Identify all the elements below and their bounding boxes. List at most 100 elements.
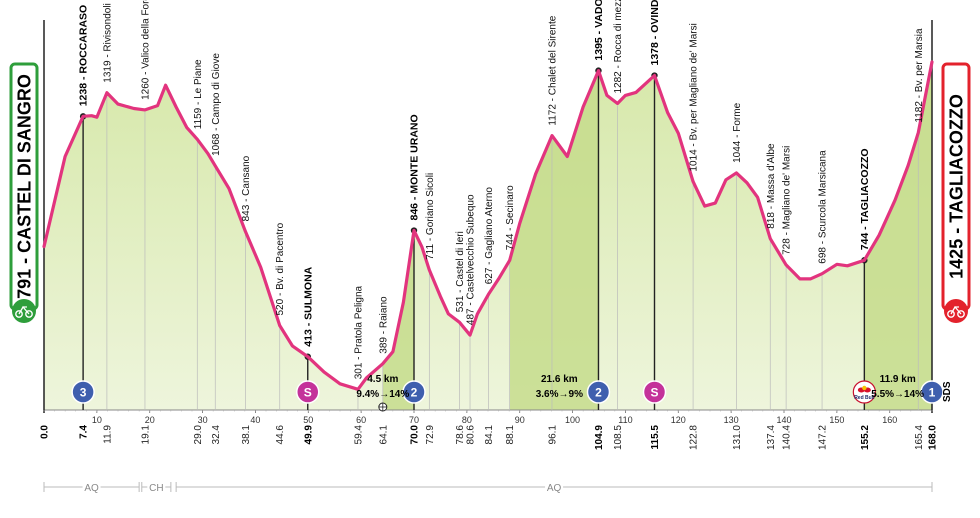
start-bike-icon [12,299,36,323]
start-wheel-icon [25,310,33,318]
waypoint-label: 728 - Magliano de' Marsi [782,146,793,255]
x-tick-label: 40 [250,415,260,425]
km-label: 0.0 [40,425,51,439]
waypoint-label: 531 - Castel di Ieri [455,231,466,312]
waypoint-label: 1238 - ROCCARASO [78,5,90,107]
km-label: 78.6 [455,425,466,445]
km-label: 115.5 [650,425,661,450]
waypoint-label: 1282 - Rocca di mezzo [613,0,624,94]
region-label: AQ [547,483,562,494]
km-label: 29.0 [193,425,204,445]
badges: 3 S 2 2 S Red Bull 1 4.5 km 9.4%→14% 21.6 km 3.6%→… [71,374,953,412]
x-tick-label: 70 [409,415,419,425]
waypoint-label: 1182 - Bv. per Marsia [914,28,925,123]
km-label: 32.4 [211,425,222,445]
climb-gradient: 9.4%→14% [356,389,409,400]
waypoint-label: 1260 - Valico della Forchetta [141,0,152,100]
waypoint-label: 843 - Cansano [241,155,252,221]
gpm-3-icon [71,380,95,404]
waypoint-label: 1378 - OVINDOLI [649,0,661,66]
x-tick-label: 110 [618,415,632,425]
climb-gradient: 5.5%→14% [871,389,924,400]
waypoint-label: 1068 - Campo di Giove [211,53,222,156]
region-bar: AQ CH AQ [43,480,933,494]
badge-text: 3 [80,386,87,400]
waypoint-label: 1395 - VADO DELLA FORCELLA [593,0,605,61]
region-label: AQ [84,483,99,494]
altitude-tick-label: 400 [945,357,956,364]
waypoint-label: 1044 - Forme [732,102,743,162]
x-tick-label: 50 [303,415,313,425]
region-label-bg [147,480,166,494]
climb-length: 11.9 km [880,374,916,385]
finish-wheel-icon [957,310,965,318]
badge-text: 2 [595,386,602,400]
badge-text: 2 [411,386,418,400]
waypoint-label: 627 - Gagliano Aterno [484,187,495,285]
waypoint-label: 520 - Bv. di Pacentro [275,222,286,315]
km-label: 84.1 [484,425,495,445]
altitude-tick-label: 500 [945,328,956,335]
region-label-bg [545,480,564,494]
profile-area-fill [44,61,932,411]
waypoint-label: 698 - Scurcola Marsicana [818,150,829,264]
climb-gradient: 3.6%→9% [536,389,583,400]
x-tick-label: 30 [198,415,208,425]
km-label: 72.9 [425,425,436,445]
finish-arrows-label: SDS [942,381,953,402]
red-bull-label: Red Bull [854,395,875,401]
x-tick-label: 90 [515,415,525,425]
x-axis: 10 20 30 40 50 60 70 80 90 100 110 120 130 140 150 160 [43,20,933,425]
km-label: 168.0 [928,425,939,450]
waypoint-lines [79,67,919,410]
waypoint-label: 301 - Pratola Peligna [354,285,365,379]
badge-text: S [650,386,658,400]
km-label: 44.6 [275,425,286,445]
altitude-tick-label: 300 [945,387,956,394]
km-label: 19.1 [141,425,152,445]
km-label: 137.4 [766,425,777,450]
km-label: 11.9 [102,425,113,444]
km-label: 147.2 [818,425,829,450]
km-label: 38.1 [241,425,252,445]
x-tick-label: 60 [356,415,366,425]
km-label: 108.5 [613,425,624,450]
km-label: 131.0 [732,425,743,450]
climb-length: 4.5 km [367,374,398,385]
waypoint-label: 1014 - Bv. per Magliano de' Marsi [689,23,700,171]
x-tick-label: 160 [882,415,897,425]
x-tick-label: 130 [724,415,739,425]
waypoint-label: 413 - SULMONA [302,266,314,346]
waypoint-label: 818 - Massa d'Albe [766,143,777,229]
km-label: 96.1 [548,425,559,445]
x-tick-label: 10 [92,415,102,425]
gpm-2-icon [402,380,426,404]
waypoint-label: 389 - Raiano [378,296,389,354]
km-label: 80.6 [466,425,477,445]
profile-path [42,60,934,391]
x-tick-label: 100 [565,415,580,425]
profile-line [42,60,934,391]
x-tick-label: 80 [462,415,472,425]
x-tick-label: 150 [829,415,844,425]
start-title: 791 - CASTEL DI SANGRO [15,74,35,299]
badge-text: 1 [929,386,936,400]
km-label: 165.4 [914,425,925,450]
x-tick-label: 20 [145,415,155,425]
region-label-bg [82,480,101,494]
x-tick-label: 120 [671,415,686,425]
start-frame-icon [18,305,30,315]
climb-area-2 [509,70,599,410]
red-bull-sun-icon [862,385,867,391]
sprint-icon [642,380,667,404]
km-label: 59.4 [354,425,365,445]
sprint-icon [296,380,320,404]
km-label: 70.0 [410,425,421,445]
start-finish: 791 - CASTEL DI SANGRO 1425 - TAGLIACOZZO [9,62,971,323]
altitude-tick-label: 1500 [942,37,957,44]
waypoint-label: 711 - Goriano Sicoli [425,173,436,260]
waypoint-label: 744 - Secinaro [505,185,516,250]
climb-area-3 [864,61,932,411]
